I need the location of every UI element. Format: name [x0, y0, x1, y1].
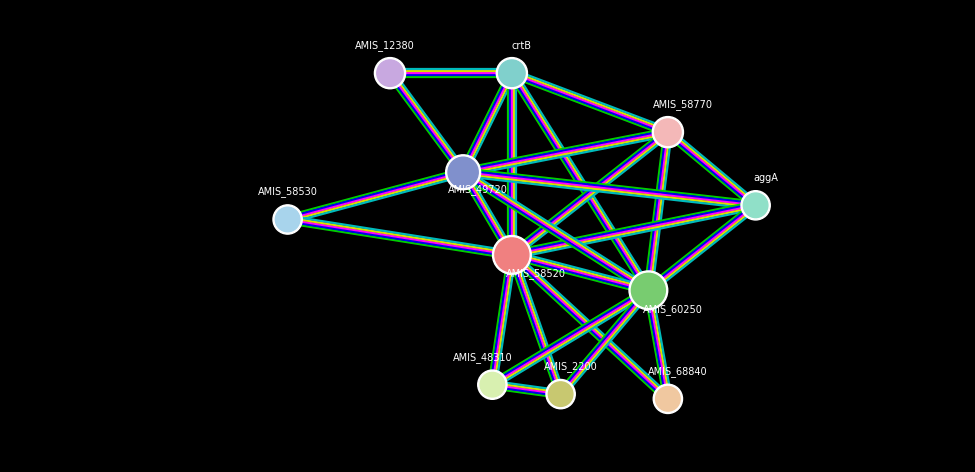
Text: AMIS_49720: AMIS_49720 — [448, 184, 508, 195]
Ellipse shape — [632, 273, 665, 307]
Ellipse shape — [376, 60, 404, 86]
Ellipse shape — [548, 382, 573, 406]
Ellipse shape — [478, 370, 507, 399]
Text: AMIS_12380: AMIS_12380 — [355, 40, 415, 51]
Ellipse shape — [653, 384, 682, 413]
Ellipse shape — [448, 157, 478, 187]
Text: aggA: aggA — [753, 173, 778, 183]
Text: AMIS_58770: AMIS_58770 — [652, 99, 713, 110]
Ellipse shape — [654, 119, 682, 145]
Text: crtB: crtB — [512, 41, 531, 51]
Ellipse shape — [496, 58, 527, 89]
Ellipse shape — [480, 372, 505, 397]
Ellipse shape — [492, 236, 531, 274]
Ellipse shape — [495, 238, 528, 272]
Text: AMIS_2200: AMIS_2200 — [543, 362, 598, 372]
Ellipse shape — [273, 205, 302, 234]
Ellipse shape — [275, 207, 300, 232]
Ellipse shape — [741, 191, 770, 220]
Ellipse shape — [546, 379, 575, 409]
Ellipse shape — [629, 271, 668, 310]
Text: AMIS_48310: AMIS_48310 — [452, 352, 513, 363]
Ellipse shape — [446, 155, 481, 190]
Text: AMIS_60250: AMIS_60250 — [643, 304, 703, 315]
Ellipse shape — [652, 117, 683, 148]
Text: AMIS_58530: AMIS_58530 — [257, 186, 318, 197]
Ellipse shape — [743, 193, 768, 218]
Ellipse shape — [655, 387, 681, 411]
Ellipse shape — [498, 60, 526, 86]
Text: AMIS_58520: AMIS_58520 — [506, 269, 566, 279]
Text: AMIS_68840: AMIS_68840 — [647, 366, 708, 377]
Ellipse shape — [374, 58, 406, 89]
